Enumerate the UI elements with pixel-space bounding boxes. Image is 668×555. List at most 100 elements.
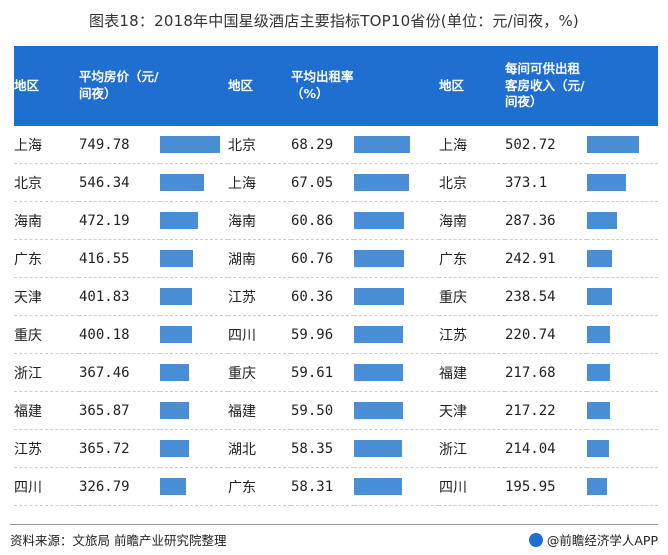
value-label: 68.29 (291, 126, 354, 164)
value-label: 326.79 (79, 467, 160, 506)
region-cell: 广东 (14, 239, 79, 278)
value-label: 59.61 (291, 353, 354, 392)
bar-cell (587, 467, 658, 506)
bar-cell (587, 429, 658, 468)
bar-cell (160, 429, 228, 468)
chart-title: 图表18：2018年中国星级酒店主要指标TOP10省份(单位：元/间夜，%) (89, 12, 579, 30)
bar (160, 136, 220, 153)
header-avg-occupancy: 平均出租率（%） (291, 46, 354, 126)
bar-cell (587, 126, 658, 164)
value-label: 401.83 (79, 277, 160, 316)
value-label: 400.18 (79, 315, 160, 354)
value-label: 217.68 (505, 353, 587, 392)
region-cell: 重庆 (14, 315, 79, 354)
bar (160, 364, 190, 381)
bar-cell (587, 353, 658, 392)
bar-cell (160, 163, 228, 202)
bar (354, 440, 402, 457)
value-label: 58.31 (291, 467, 354, 506)
bar (587, 326, 610, 343)
value-label: 502.72 (505, 126, 587, 164)
bar-cell (587, 239, 658, 278)
value-label: 546.34 (79, 163, 160, 202)
bar-cell (160, 201, 228, 240)
value-label: 365.87 (79, 391, 160, 430)
bar-cell (160, 239, 228, 278)
value-label: 60.76 (291, 239, 354, 278)
bar (160, 288, 193, 305)
bar (160, 402, 190, 419)
bar (354, 250, 404, 267)
region-cell: 四川 (439, 467, 505, 506)
region-cell: 天津 (439, 391, 505, 430)
value-label: 58.35 (291, 429, 354, 468)
bar-cell (354, 239, 439, 278)
bar (354, 288, 404, 305)
header-region-3: 地区 (439, 46, 505, 126)
value-label: 287.36 (505, 201, 587, 240)
table-header-row: 地区 平均房价（元/间夜） 地区 平均出租率（%） 地区 每间可供出租客房收入（… (14, 46, 658, 126)
bar (587, 212, 617, 229)
bar (160, 174, 204, 191)
bar-cell (160, 277, 228, 316)
value-label: 373.1 (505, 163, 587, 202)
bar (587, 250, 613, 267)
region-cell: 浙江 (14, 353, 79, 392)
brand-credit: @前瞻经济学人APP (528, 530, 658, 549)
bar (354, 478, 402, 495)
value-label: 472.19 (79, 201, 160, 240)
bar (354, 212, 404, 229)
value-label: 60.86 (291, 201, 354, 240)
region-cell: 重庆 (439, 277, 505, 316)
source-note: 资料来源：文旅局 前瞻产业研究院整理 (10, 533, 227, 548)
value-label: 220.74 (505, 315, 587, 354)
value-label: 242.91 (505, 239, 587, 278)
indicator-table: 地区 平均房价（元/间夜） 地区 平均出租率（%） 地区 每间可供出租客房收入（… (14, 46, 658, 506)
bar-cell (160, 391, 228, 430)
value-label: 195.95 (505, 467, 587, 506)
header-revpar: 每间可供出租客房收入（元/间夜） (505, 46, 587, 126)
table-row: 江苏 365.72 湖北 58.35 浙江 214.04 (14, 429, 658, 468)
table-row: 浙江 367.46 重庆 59.61 福建 217.68 (14, 353, 658, 392)
region-cell: 海南 (14, 201, 79, 240)
bar-cell (354, 429, 439, 468)
region-cell: 上海 (228, 163, 291, 202)
value-label: 416.55 (79, 239, 160, 278)
table-row: 福建 365.87 福建 59.50 天津 217.22 (14, 391, 658, 430)
region-cell: 广东 (228, 467, 291, 506)
bar (587, 288, 612, 305)
region-cell: 北京 (439, 163, 505, 202)
value-label: 238.54 (505, 277, 587, 316)
bar-cell (354, 201, 439, 240)
table-row: 海南 472.19 海南 60.86 海南 287.36 (14, 201, 658, 240)
bar (160, 250, 194, 267)
region-cell: 福建 (14, 391, 79, 430)
value-label: 367.46 (79, 353, 160, 392)
table-row: 上海 749.78 北京 68.29 上海 502.72 (14, 126, 658, 164)
bar-cell (354, 467, 439, 506)
bar-cell (354, 391, 439, 430)
bar (587, 478, 608, 495)
bar-cell (354, 315, 439, 354)
bar-cell (160, 353, 228, 392)
value-label: 67.05 (291, 163, 354, 202)
region-cell: 江苏 (228, 277, 291, 316)
bar (587, 174, 626, 191)
bar-cell (160, 467, 228, 506)
header-bar-2 (354, 46, 439, 126)
region-cell: 四川 (14, 467, 79, 506)
bar (354, 364, 403, 381)
region-cell: 上海 (14, 126, 79, 164)
region-cell: 湖南 (228, 239, 291, 278)
bar (587, 440, 610, 457)
region-cell: 江苏 (439, 315, 505, 354)
footer: 资料来源：文旅局 前瞻产业研究院整理 @前瞻经济学人APP (10, 530, 658, 550)
header-bar-3 (587, 46, 658, 126)
bar (160, 212, 198, 229)
value-label: 60.36 (291, 277, 354, 316)
header-avg-room-price: 平均房价（元/间夜） (79, 46, 160, 126)
bar (354, 326, 404, 343)
region-cell: 福建 (439, 353, 505, 392)
region-cell: 四川 (228, 315, 291, 354)
region-cell: 海南 (228, 201, 291, 240)
